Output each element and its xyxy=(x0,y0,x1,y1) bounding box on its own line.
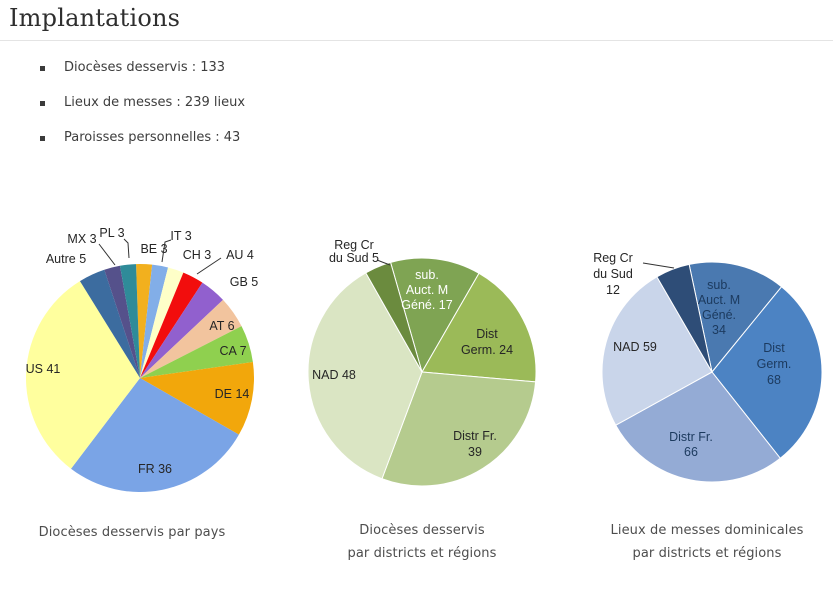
caption-line: Diocèses desservis par pays xyxy=(38,525,226,540)
pie-label-reg-cr-du-sud-12: du Sud xyxy=(593,267,633,281)
caption-chart-2: Diocèses desservis par districts et régi… xyxy=(312,519,532,565)
pie-slice-reg-cr-du-sud-5 xyxy=(365,261,423,373)
pie-label-dist-germ-68: 68 xyxy=(767,373,781,387)
pie-slice-ch-3 xyxy=(140,267,184,378)
pie-label-fr-36: FR 36 xyxy=(138,462,172,476)
pie-label-sub-auct-m-g-n-34: sub. xyxy=(707,278,731,292)
pie-label-sub-auct-m-g-n-17: Auct. M xyxy=(406,283,448,297)
pie-slice-nad-48 xyxy=(307,272,423,480)
caption-chart-1: Diocèses desservis par pays xyxy=(2,521,262,544)
stat-text: Lieux de messes : 239 lieux xyxy=(64,95,246,110)
pie-slice-sub-auct-m-g-n-17 xyxy=(390,257,480,373)
pie-chart-lieux-de-messes: sub. Auct. M Géné. 34 Dist Germ. 68 Distr Fr. 66… xyxy=(575,210,833,515)
pie-label-reg-cr-du-sud-12: 12 xyxy=(606,283,620,297)
page-title: Implantations xyxy=(9,4,181,32)
pie-slice-dist-germ-68 xyxy=(711,286,823,459)
caption-line: par districts et régions xyxy=(347,546,497,561)
pie-slice-dist-germ-24 xyxy=(421,272,537,383)
pie-label-nad-59: NAD 59 xyxy=(613,340,657,354)
bullet-square-icon xyxy=(40,66,45,71)
pie-label-de-14: DE 14 xyxy=(215,387,250,401)
leader-line-au-4 xyxy=(196,257,222,275)
pie-label-sub-auct-m-g-n-17: sub. xyxy=(415,268,439,282)
pie-label-gb-5: GB 5 xyxy=(230,275,259,289)
stat-paroisses-personnelles: Paroisses personnelles : 43 xyxy=(40,131,245,145)
leader-line-mx-3 xyxy=(98,243,116,266)
pie-label-reg-cr-du-sud-5: du Sud 5 xyxy=(329,251,379,265)
title-divider xyxy=(0,40,833,41)
pie-label-sub-auct-m-g-n-17: Géné. 17 xyxy=(401,298,452,312)
pie-slice-reg-cr-du-sud-12 xyxy=(656,263,713,373)
pie-label-distr-fr-66: 66 xyxy=(684,445,698,459)
pie-slice-au-4 xyxy=(140,272,203,378)
pie-chart-dioceses-par-pays: BE 3 IT 3 CH 3 AU 4 GB 5 AT 6 CA 7 DE 14 FR 36 US… xyxy=(0,210,290,515)
pie-slice-nad-59 xyxy=(601,276,713,426)
pie-slice-it-3 xyxy=(140,264,169,378)
leader-line-reg-cr-du-sud-12 xyxy=(642,262,675,269)
pie-slice-fr-36 xyxy=(71,378,239,493)
stat-text: Diocèses desservis : 133 xyxy=(64,60,226,75)
pie-label-reg-cr-du-sud-12: Reg Cr xyxy=(593,251,633,265)
pie-slice-de-14 xyxy=(140,361,255,435)
leader-line-it-3 xyxy=(161,239,172,263)
pie-slice-at-6 xyxy=(140,299,242,378)
pie-slice-ca-7 xyxy=(140,326,253,378)
pie-slice-gb-5 xyxy=(140,282,223,378)
pie-label-mx-3: MX 3 xyxy=(67,232,96,246)
stat-text: Paroisses personnelles : 43 xyxy=(64,130,241,145)
pie-label-be-3: BE 3 xyxy=(140,242,167,256)
pie-label-sub-auct-m-g-n-34: Géné. xyxy=(702,308,736,322)
pie-label-dist-germ-68: Germ. xyxy=(757,357,792,371)
bullet-square-icon xyxy=(40,101,45,106)
bullet-square-icon xyxy=(40,136,45,141)
pie-slice-autre-5 xyxy=(79,269,140,378)
pie-label-reg-cr-du-sud-5: Reg Cr xyxy=(334,238,374,252)
pie-label-pl-3: PL 3 xyxy=(99,226,124,240)
pie-slice-sub-auct-m-g-n-34 xyxy=(688,261,783,373)
pie-label-dist-germ-24: Dist xyxy=(476,327,498,341)
pie-label-it-3: IT 3 xyxy=(170,229,191,243)
pie-label-autre-5: Autre 5 xyxy=(46,252,86,266)
pie-label-dist-germ-68: Dist xyxy=(763,341,785,355)
pie-slice-us-41 xyxy=(26,281,140,469)
leader-line-pl-3 xyxy=(123,238,130,259)
pie-label-distr-fr-39: Distr Fr. xyxy=(453,429,497,443)
pie-slice-distr-fr-66 xyxy=(615,371,781,483)
pie-slice-pl-3 xyxy=(119,264,140,378)
pie-slice-distr-fr-39 xyxy=(381,371,537,487)
stat-lieux-de-messes: Lieux de messes : 239 lieux xyxy=(40,96,245,110)
pie-label-sub-auct-m-g-n-34: 34 xyxy=(712,323,726,337)
caption-line: Lieux de messes dominicales xyxy=(610,523,804,538)
caption-chart-3: Lieux de messes dominicales par district… xyxy=(577,519,833,565)
stats-bullet-list: Diocèses desservis : 133 Lieux de messes… xyxy=(40,61,245,166)
pie-chart-dioceses-par-districts: sub. Auct. M Géné. 17 Dist Germ. 24 Distr Fr.… xyxy=(295,210,550,515)
pie-label-at-6: AT 6 xyxy=(209,319,234,333)
pie-label-ch-3: CH 3 xyxy=(183,248,212,262)
pie-label-ca-7: CA 7 xyxy=(219,344,246,358)
pie-label-au-4: AU 4 xyxy=(226,248,254,262)
caption-line: Diocèses desservis xyxy=(359,523,485,538)
stat-dioceses-desservis: Diocèses desservis : 133 xyxy=(40,61,245,75)
pie-label-us-41: US 41 xyxy=(26,362,61,376)
pie-label-nad-48: NAD 48 xyxy=(312,368,356,382)
leader-line-reg-cr-du-sud-5 xyxy=(376,259,391,266)
pie-slice-mx-3 xyxy=(104,265,140,378)
pie-slice-be-3 xyxy=(136,264,153,378)
caption-line: par districts et régions xyxy=(632,546,782,561)
pie-label-distr-fr-39: 39 xyxy=(468,445,482,459)
pie-label-sub-auct-m-g-n-34: Auct. M xyxy=(698,293,740,307)
pie-label-distr-fr-66: Distr Fr. xyxy=(669,430,713,444)
pie-label-dist-germ-24: Germ. 24 xyxy=(461,343,513,357)
